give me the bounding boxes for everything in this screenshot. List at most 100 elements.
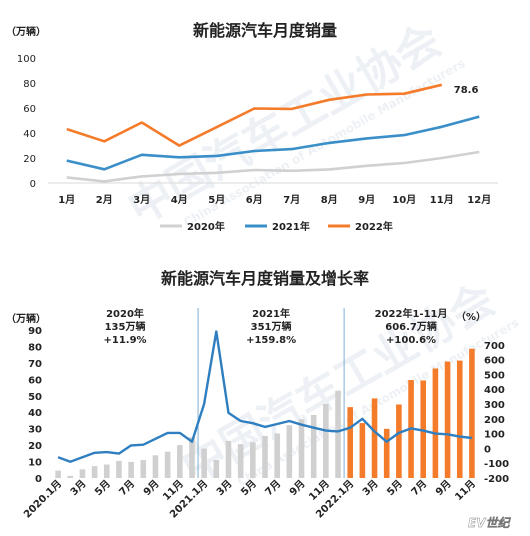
chart2-x-tick: 5月 <box>92 478 112 498</box>
chart2-bar <box>213 459 220 478</box>
chart1-x-tick: 7月 <box>283 194 300 206</box>
chart1-x-tick: 10月 <box>392 194 416 206</box>
chart1-x-tick: 12月 <box>467 194 491 206</box>
chart2-x-tick: 7月 <box>117 478 137 498</box>
chart2-segment-year: 2020年 <box>106 307 144 320</box>
chart1-x-tick: 6月 <box>246 194 263 206</box>
chart2-bar <box>91 466 98 478</box>
chart2-right-tick: 700 <box>484 341 505 352</box>
chart2-right-unit: （%） <box>456 310 486 323</box>
chart2-segment-year: 2021年 <box>252 307 290 320</box>
chart2-x-tick: 3月 <box>68 478 88 498</box>
chart2-bar <box>286 425 293 478</box>
chart2-bar <box>237 444 244 478</box>
chart2-x-tick: 11月 <box>453 478 478 503</box>
chart1-x-tick: 5月 <box>208 194 225 206</box>
chart1-series-line-2 <box>66 83 443 147</box>
chart2-segment-total: 351万辆 <box>251 320 292 333</box>
chart1-series-line-1 <box>66 115 480 171</box>
chart2-x-tick: 2020.1月 <box>21 478 64 521</box>
chart2-bar <box>371 398 378 478</box>
chart2-bar <box>444 361 451 478</box>
watermark: 中国汽车工业协会 China Association of Automobile… <box>120 15 468 235</box>
chart2-bar <box>67 475 74 478</box>
chart1-y-tick: 40 <box>23 129 36 140</box>
chart2-bar <box>420 380 427 478</box>
chart2-bar <box>128 461 134 478</box>
chart2-left-tick: 30 <box>28 425 42 436</box>
chart1-y-tick: 0 <box>30 179 36 190</box>
chart2-bar <box>469 348 475 478</box>
chart2-bar <box>116 460 122 478</box>
chart2-left-tick: 70 <box>28 359 42 370</box>
chart2-right-tick: -100 <box>484 459 509 470</box>
chart2-right-axis: -200 -100 0 100 200 300 400 500 600 700 <box>484 341 509 485</box>
chart1-x-axis: 1月 2月 3月 4月 5月 6月 7月 8月 9月 10月 11月 12月 <box>58 194 491 206</box>
chart2-bar <box>335 390 341 478</box>
chart2-left-tick: 60 <box>28 375 42 386</box>
chart2-right-tick: 0 <box>484 444 491 455</box>
chart2-bar <box>189 437 195 478</box>
chart2-x-tick: 9月 <box>287 478 307 498</box>
chart2-bar <box>456 360 463 478</box>
chart1-y-tick: 80 <box>23 79 36 90</box>
chart2-bar <box>152 455 159 478</box>
chart2-x-tick: 5月 <box>385 478 405 498</box>
chart2-bar <box>79 469 86 478</box>
chart2-left-tick: 50 <box>28 392 42 403</box>
chart1-y-axis: 0 20 40 60 80 100 <box>17 54 36 190</box>
chart1-x-tick: 4月 <box>171 194 188 206</box>
chart2-right-tick: 200 <box>484 415 505 426</box>
chart2-segment-total: 606.7万辆 <box>385 320 437 333</box>
chart2-left-tick: 20 <box>28 441 42 452</box>
chart2-right-tick: 100 <box>484 430 505 441</box>
chart2-right-tick: 300 <box>484 400 505 411</box>
chart2-bar <box>55 470 61 478</box>
chart2-bar <box>383 428 390 478</box>
chart2-x-tick: 9月 <box>141 478 161 498</box>
chart2-title: 新能源汽车月度销量及增长率 <box>161 269 369 288</box>
chart1-x-tick: 3月 <box>133 194 150 206</box>
chart2-segment-growth: +100.6% <box>386 335 436 346</box>
chart2-right-tick: -200 <box>484 474 509 485</box>
chart2-left-unit: （万辆） <box>6 312 46 325</box>
chart1-y-tick: 60 <box>23 104 36 115</box>
chart1-x-tick: 11月 <box>430 194 454 206</box>
chart2-right-tick: 400 <box>484 385 505 396</box>
chart2-bar <box>323 404 329 478</box>
chart2-right-tick: 500 <box>484 370 505 381</box>
chart2-bar <box>432 368 439 478</box>
chart1-series <box>66 83 480 183</box>
chart2-bar <box>103 464 110 478</box>
chart2-bar <box>250 442 256 478</box>
chart2-x-tick: 7月 <box>409 478 429 498</box>
chart1-legend-label: 2021年 <box>272 220 310 233</box>
chart1-series-line-0 <box>66 150 480 183</box>
chart2-left-tick: 0 <box>35 474 42 485</box>
chart1-legend-label: 2022年 <box>355 220 393 233</box>
chart2-bar <box>262 435 268 478</box>
ev-century-logo: EV世纪 <box>468 516 511 530</box>
chart1-x-tick: 8月 <box>321 194 338 206</box>
chart2-left-tick: 40 <box>28 408 42 419</box>
chart1-x-tick: 9月 <box>358 194 375 206</box>
chart2-bar <box>274 433 280 478</box>
chart2-bar <box>140 460 147 478</box>
chart2-x-tick: 9月 <box>433 478 453 498</box>
chart2-bar <box>359 423 366 478</box>
chart1-legend-label: 2020年 <box>187 220 225 233</box>
chart2-bar <box>310 415 317 478</box>
chart2-bar <box>164 451 171 478</box>
chart2-right-tick: 600 <box>484 356 505 367</box>
chart1-x-tick: 1月 <box>58 194 75 206</box>
chart1-title: 新能源汽车月度销量 <box>193 21 337 40</box>
chart2-x-tick: 7月 <box>263 478 283 498</box>
chart2-left-tick: 90 <box>28 326 42 337</box>
chart2-segment-growth: +11.9% <box>103 335 146 346</box>
chart1-legend: 2020年 2021年 2022年 <box>160 220 393 233</box>
chart2-segment-total: 135万辆 <box>105 320 146 333</box>
chart1-annotation: 78.6 <box>454 85 479 96</box>
